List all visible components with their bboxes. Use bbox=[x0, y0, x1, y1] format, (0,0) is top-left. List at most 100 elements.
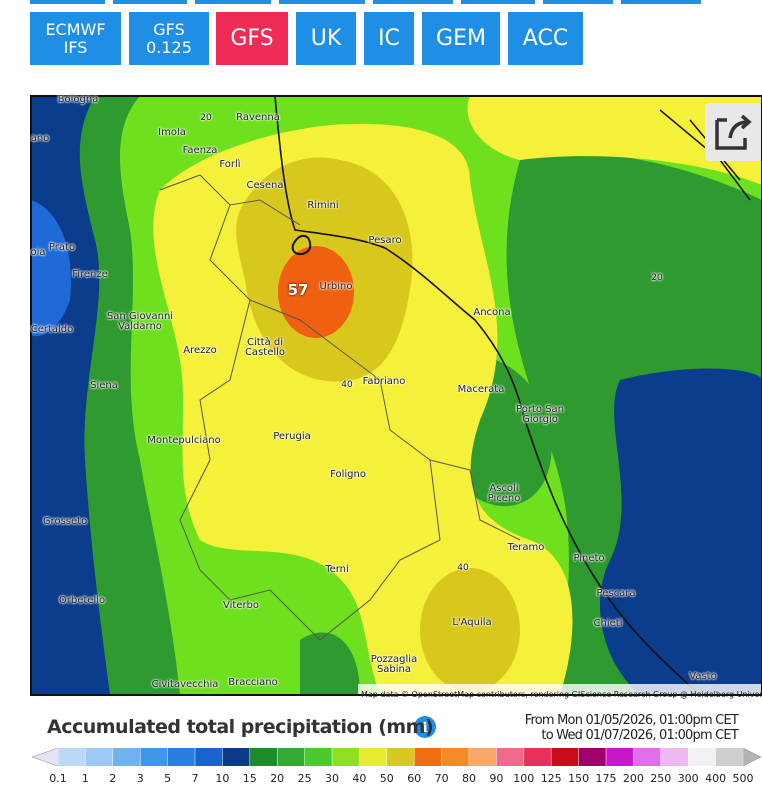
colorbar-tick-label: 2 bbox=[109, 772, 117, 785]
city-label: Siena bbox=[90, 380, 118, 391]
city-label: San Giovanni Valdarno bbox=[106, 311, 174, 332]
model-button[interactable]: GFS bbox=[216, 12, 288, 65]
colorbar-tick-label: 50 bbox=[379, 772, 394, 785]
city-label: Ascoli Piceno bbox=[487, 483, 521, 504]
colorbar-tick-label: 10 bbox=[215, 772, 230, 785]
colorbar-tick-label: 0.1 bbox=[49, 772, 67, 785]
city-label: Ravenna bbox=[236, 112, 280, 123]
colorbar-segment bbox=[551, 748, 580, 766]
city-label: Macerata bbox=[457, 384, 505, 395]
contour-label: 40 bbox=[457, 563, 469, 573]
colorbar-tick-label: 300 bbox=[677, 772, 699, 785]
city-label: Orbetello bbox=[58, 595, 106, 606]
colorbar-tick-label: 250 bbox=[650, 772, 672, 785]
city-label: Foligno bbox=[330, 469, 366, 480]
colorbar-segment bbox=[469, 748, 497, 766]
button-label: GFS bbox=[230, 25, 274, 51]
colorbar-tick-label: 80 bbox=[462, 772, 476, 785]
city-label: Prato bbox=[48, 242, 76, 253]
city-label: Imola bbox=[158, 127, 186, 138]
attribution: Map data © OpenStreetMap contributors, r… bbox=[361, 690, 762, 699]
colorbar-segment bbox=[660, 748, 689, 766]
city-label: Bologna bbox=[57, 94, 99, 105]
city-label: Porto San Giorgio bbox=[516, 404, 564, 425]
city-label: Forlì bbox=[219, 159, 241, 170]
city-label: Teramo bbox=[507, 542, 545, 553]
colorbar-segment bbox=[688, 748, 717, 766]
colorbar-tick-label: 3 bbox=[136, 772, 144, 785]
city-label: Grosseto bbox=[42, 516, 88, 527]
city-label: ano bbox=[30, 133, 50, 144]
city-label: Urbino bbox=[319, 281, 353, 292]
button-label: ECMWF IFS bbox=[45, 19, 106, 57]
colorbar-segment bbox=[167, 748, 196, 766]
city-label: Fabriano bbox=[362, 376, 406, 387]
colorbar-tick-label: 125 bbox=[540, 772, 562, 785]
city-label: Faenza bbox=[182, 145, 218, 156]
colorbar-tick-label: 30 bbox=[325, 772, 339, 785]
colorbar-segment bbox=[496, 748, 525, 766]
model-button[interactable]: IC bbox=[364, 12, 414, 65]
colorbar-segment bbox=[359, 748, 388, 766]
city-label: Pineto bbox=[573, 553, 605, 564]
colorbar-segment bbox=[523, 748, 552, 766]
colorbar-tick-label: 5 bbox=[164, 772, 172, 785]
date-to: to Wed 01/07/2026, 01:00pm CET bbox=[541, 728, 738, 743]
city-label: L'Aquila bbox=[452, 617, 492, 628]
contour-label: 40 bbox=[341, 380, 353, 390]
colorbar-tick-label: 20 bbox=[270, 772, 285, 785]
city-label: Rimini bbox=[307, 200, 339, 211]
city-label: oia bbox=[30, 247, 46, 258]
city-label: Ancona bbox=[473, 307, 511, 318]
model-button[interactable]: UK bbox=[296, 12, 356, 65]
info-icon[interactable] bbox=[414, 716, 436, 738]
colorbar-tick-label: 175 bbox=[595, 772, 617, 785]
colorbar-tick-label: 90 bbox=[489, 772, 504, 785]
model-button[interactable]: ACC bbox=[508, 12, 583, 65]
colorbar-tick-label: 25 bbox=[297, 772, 312, 785]
colorbar-tick-label: 500 bbox=[732, 772, 754, 785]
colorbar-segment bbox=[277, 748, 306, 766]
city-label: Cesena bbox=[246, 180, 284, 191]
button-label: GFS 0.125 bbox=[146, 19, 192, 57]
info-glyph: i bbox=[422, 720, 427, 736]
colorbar bbox=[31, 747, 762, 767]
city-label: Civitavecchia bbox=[151, 679, 219, 690]
model-button[interactable]: GFS 0.125 bbox=[129, 12, 209, 65]
city-label: Pescara bbox=[596, 588, 636, 599]
colorbar-tick-label: 7 bbox=[191, 772, 199, 785]
colorbar-segment bbox=[441, 748, 470, 766]
colorbar-tick-label: 200 bbox=[622, 772, 644, 785]
city-label: Arezzo bbox=[183, 345, 217, 356]
colorbar-segment bbox=[414, 748, 443, 766]
colorbar-tick-label: 70 bbox=[434, 772, 449, 785]
city-label: Perugia bbox=[273, 431, 311, 442]
top-buttons-partial bbox=[30, 0, 701, 4]
city-label: Certaldo bbox=[30, 324, 74, 335]
colorbar-tick-label: 15 bbox=[242, 772, 257, 785]
colorbar-segment bbox=[606, 748, 634, 766]
colorbar-tick-label: 400 bbox=[705, 772, 727, 785]
contour-label: 20 bbox=[200, 113, 212, 123]
colorbar-over bbox=[742, 747, 762, 767]
button-label: UK bbox=[310, 25, 342, 51]
city-label: Bracciano bbox=[228, 677, 278, 688]
model-button[interactable]: GEM bbox=[422, 12, 500, 65]
button-label: IC bbox=[378, 25, 400, 51]
colorbar-segment bbox=[633, 748, 662, 766]
model-button[interactable]: ECMWF IFS bbox=[30, 12, 121, 65]
colorbar-tick-label: 40 bbox=[352, 772, 367, 785]
colorbar-segment bbox=[386, 748, 415, 766]
colorbar-segment bbox=[715, 748, 744, 766]
colorbar-segment bbox=[112, 748, 141, 766]
colorbar-segment bbox=[195, 748, 223, 766]
city-label: Viterbo bbox=[222, 600, 260, 611]
colorbar-segment bbox=[304, 748, 333, 766]
button-label: ACC bbox=[522, 25, 569, 51]
colorbar-segment bbox=[578, 748, 607, 766]
button-label: GEM bbox=[436, 25, 486, 51]
colorbar-tick-label: 60 bbox=[407, 772, 422, 785]
colorbar-segment bbox=[140, 748, 169, 766]
